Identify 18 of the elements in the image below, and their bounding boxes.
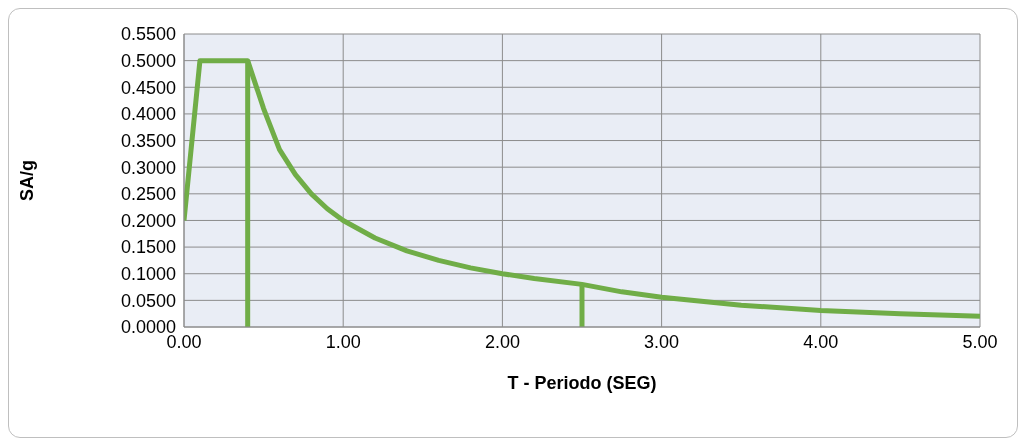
x-tick-label: 2.00 (484, 331, 520, 352)
x-axis-title: T - Periodo (SEG) (507, 373, 657, 393)
y-tick-label: 0.1500 (120, 237, 176, 258)
y-tick-label: 0.3000 (120, 157, 176, 178)
x-tick-label: 4.00 (803, 331, 839, 352)
x-tick-label: 1.00 (325, 331, 361, 352)
y-tick-label: 0.3500 (120, 130, 176, 151)
y-tick-label: 0.2000 (120, 210, 176, 231)
y-axis-title: SA/g (17, 159, 38, 202)
y-tick-label: 0.5500 (120, 24, 176, 45)
y-tick-label: 0.5000 (120, 51, 176, 72)
x-tick-label: 3.00 (644, 331, 680, 352)
x-tick-label: 5.00 (962, 331, 998, 352)
y-tick-label: 0.4000 (120, 104, 176, 125)
y-tick-label: 0.2500 (120, 184, 176, 205)
y-tick-label: 0.4500 (120, 77, 176, 98)
y-tick-label: 0.1000 (120, 264, 176, 285)
y-tick-label: 0.0500 (120, 290, 176, 311)
